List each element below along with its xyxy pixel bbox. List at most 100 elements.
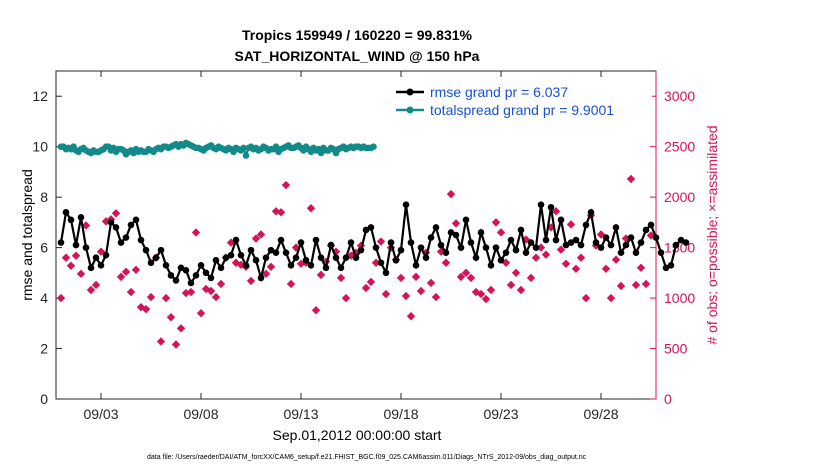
obs-point xyxy=(416,286,426,296)
obs-point xyxy=(266,262,276,271)
rmse-point xyxy=(102,251,110,259)
obs-point xyxy=(606,293,616,303)
rmse-point xyxy=(527,239,535,246)
rmse-point xyxy=(547,203,555,211)
obs-point xyxy=(636,263,646,272)
legend-rmse-label: rmse grand pr = 6.037 xyxy=(430,84,568,100)
obs-point xyxy=(66,261,76,270)
rmse-point xyxy=(552,236,560,244)
rmse-point xyxy=(377,259,385,267)
obs-point xyxy=(341,293,351,303)
rmse-point xyxy=(327,241,335,249)
obs-point xyxy=(186,287,196,297)
obs-point xyxy=(361,283,371,293)
totalspread-point xyxy=(242,152,250,159)
rmse-point xyxy=(207,274,215,282)
y-right-tick-label: 0 xyxy=(664,391,672,407)
rmse-point xyxy=(182,267,190,274)
obs-point xyxy=(526,273,536,283)
x-tick-label: 09/08 xyxy=(183,406,218,422)
y-axis-left-label: rmse and totalspread xyxy=(19,169,35,301)
rmse-point xyxy=(117,239,125,246)
rmse-point xyxy=(532,244,540,251)
rmse-point xyxy=(247,246,255,254)
rmse-point xyxy=(577,241,585,249)
rmse-point xyxy=(512,246,520,254)
obs-point xyxy=(211,292,221,302)
y-right-tick-label: 1000 xyxy=(664,290,695,306)
obs-point xyxy=(631,280,641,290)
rmse-point xyxy=(542,236,550,244)
obs-point xyxy=(306,204,316,213)
obs-point xyxy=(316,270,326,280)
obs-point xyxy=(571,264,581,274)
rmse-point xyxy=(472,254,480,262)
rmse-point xyxy=(362,226,370,234)
rmse-point xyxy=(237,251,245,259)
rmse-point xyxy=(667,261,675,269)
obs-point xyxy=(156,337,166,346)
rmse-point xyxy=(92,254,100,262)
rmse-point xyxy=(347,239,355,246)
obs-point xyxy=(556,245,566,254)
obs-point xyxy=(531,253,541,262)
obs-point xyxy=(506,280,516,290)
legend-totalspread-label: totalspread grand pr = 9.9001 xyxy=(430,102,614,118)
rmse-point xyxy=(222,254,230,262)
rmse-point xyxy=(132,216,140,224)
rmse-point xyxy=(612,224,620,231)
obs-point xyxy=(56,293,66,303)
rmse-point xyxy=(252,256,260,264)
rmse-point xyxy=(492,244,500,251)
obs-point xyxy=(641,279,651,289)
obs-point xyxy=(616,281,626,291)
rmse-point xyxy=(357,246,365,254)
rmse-point xyxy=(657,249,665,256)
obs-point xyxy=(276,208,286,217)
rmse-point xyxy=(627,234,635,241)
rmse-point xyxy=(332,254,340,262)
rmse-point xyxy=(607,241,615,249)
y-right-tick-label: 2500 xyxy=(664,139,695,155)
rmse-point xyxy=(587,208,595,216)
rmse-point xyxy=(597,244,605,251)
obs-point xyxy=(566,220,576,229)
rmse-point xyxy=(202,269,210,277)
rmse-point xyxy=(227,251,235,259)
legend-rmse-marker xyxy=(406,88,414,96)
x-axis: 09/03 09/08 09/13 09/18 09/23 09/28 xyxy=(83,71,619,422)
rmse-point xyxy=(427,234,435,241)
rmse-point xyxy=(217,264,225,272)
rmse-point xyxy=(672,241,680,249)
obs-point xyxy=(601,264,611,274)
rmse-point xyxy=(277,236,285,244)
obs-point xyxy=(171,340,181,349)
obs-point xyxy=(311,305,321,315)
obs-point xyxy=(246,276,256,286)
totalspread-point xyxy=(272,143,280,150)
y-left-tick-label: 8 xyxy=(40,189,48,205)
rmse-point xyxy=(307,261,315,269)
rmse-point xyxy=(187,279,195,287)
obs-point xyxy=(251,234,261,243)
obs-point xyxy=(561,259,571,268)
obs-point xyxy=(86,285,96,295)
rmse-point xyxy=(557,216,565,224)
rmse-point xyxy=(632,249,640,256)
obs-point xyxy=(146,292,156,302)
rmse-point xyxy=(522,249,530,256)
obs-point xyxy=(401,291,411,301)
obs-point xyxy=(406,312,416,321)
rmse-point xyxy=(487,261,495,269)
obs-point xyxy=(231,258,241,267)
obs-point xyxy=(411,272,421,282)
obs-point xyxy=(536,243,546,252)
obs-point xyxy=(491,218,501,227)
rmse-point xyxy=(122,234,130,241)
totalspread-point xyxy=(370,143,377,150)
rmse-point xyxy=(112,224,120,231)
rmse-point xyxy=(77,214,85,221)
rmse-point xyxy=(322,264,330,272)
obs-point xyxy=(496,228,506,237)
rmse-point xyxy=(437,241,445,249)
